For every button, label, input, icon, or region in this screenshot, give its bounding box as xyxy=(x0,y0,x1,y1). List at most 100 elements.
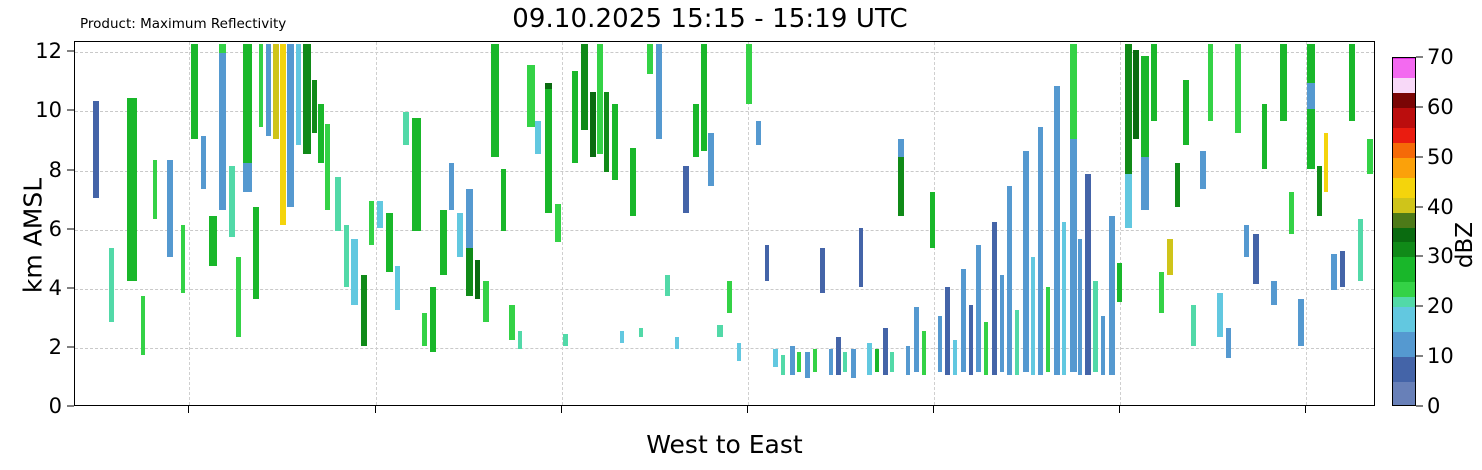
reflectivity-column xyxy=(1158,42,1164,405)
reflectivity-segment xyxy=(674,337,679,349)
reflectivity-segment xyxy=(905,345,910,376)
reflectivity-segment xyxy=(563,334,569,346)
reflectivity-column xyxy=(555,42,562,405)
reflectivity-columns xyxy=(75,42,1374,405)
reflectivity-segment xyxy=(229,165,236,237)
colorbar-tick-label: 10 xyxy=(1427,344,1454,369)
reflectivity-column xyxy=(804,42,810,405)
reflectivity-column xyxy=(1014,42,1019,405)
reflectivity-column xyxy=(656,42,663,405)
colorbar-band xyxy=(1393,197,1415,213)
reflectivity-segment xyxy=(243,44,253,163)
reflectivity-segment xyxy=(889,351,894,373)
reflectivity-column xyxy=(236,42,242,405)
x-tick-mark xyxy=(932,406,934,413)
reflectivity-column xyxy=(280,42,287,405)
reflectivity-column xyxy=(475,42,481,405)
reflectivity-column xyxy=(412,42,422,405)
reflectivity-segment xyxy=(1225,328,1231,358)
reflectivity-column xyxy=(1174,42,1180,405)
colorbar-title: dBZ xyxy=(1452,221,1478,269)
reflectivity-segment xyxy=(545,82,553,89)
reflectivity-column xyxy=(745,42,752,405)
reflectivity-segment xyxy=(344,224,350,287)
reflectivity-segment xyxy=(92,100,99,199)
y-tick-mark xyxy=(67,169,74,171)
reflectivity-column xyxy=(351,42,359,405)
reflectivity-segment xyxy=(236,257,242,338)
reflectivity-segment xyxy=(312,79,318,134)
reflectivity-column xyxy=(563,42,569,405)
reflectivity-column xyxy=(764,42,769,405)
reflectivity-segment xyxy=(1166,239,1173,275)
reflectivity-segment xyxy=(960,269,966,373)
reflectivity-column xyxy=(835,42,841,405)
y-tick-mark xyxy=(67,405,74,407)
reflectivity-segment xyxy=(325,124,331,210)
reflectivity-segment xyxy=(1116,263,1122,302)
reflectivity-segment xyxy=(1279,44,1287,122)
reflectivity-column xyxy=(325,42,331,405)
reflectivity-segment xyxy=(1061,221,1066,376)
y-tick-label: 2 xyxy=(48,334,62,359)
reflectivity-column xyxy=(259,42,264,405)
reflectivity-column xyxy=(422,42,428,405)
reflectivity-column xyxy=(630,42,637,405)
reflectivity-segment xyxy=(466,189,474,249)
reflectivity-column xyxy=(674,42,679,405)
reflectivity-column xyxy=(952,42,957,405)
horizontal-gridline xyxy=(75,170,1374,172)
reflectivity-column xyxy=(850,42,856,405)
reflectivity-column xyxy=(858,42,863,405)
reflectivity-segment xyxy=(1261,103,1267,169)
reflectivity-column xyxy=(191,42,199,405)
y-tick-label: 0 xyxy=(48,394,62,418)
reflectivity-segment xyxy=(430,286,437,352)
reflectivity-segment xyxy=(1199,150,1206,190)
horizontal-gridline xyxy=(75,288,1374,290)
reflectivity-column xyxy=(991,42,997,405)
reflectivity-column xyxy=(403,42,410,405)
reflectivity-column xyxy=(545,42,553,405)
reflectivity-segment xyxy=(842,351,847,373)
reflectivity-segment xyxy=(630,147,637,216)
reflectivity-segment xyxy=(804,351,810,379)
reflectivity-segment xyxy=(1306,82,1315,110)
reflectivity-column xyxy=(1037,42,1043,405)
vertical-gridline xyxy=(1119,42,1121,405)
reflectivity-segment xyxy=(303,44,312,154)
vertical-gridline xyxy=(561,42,563,405)
y-tick-mark xyxy=(67,50,74,52)
reflectivity-segment xyxy=(296,44,302,145)
reflectivity-segment xyxy=(141,295,146,355)
reflectivity-segment xyxy=(683,165,690,213)
reflectivity-segment xyxy=(253,206,260,299)
reflectivity-column xyxy=(1297,42,1304,405)
reflectivity-segment xyxy=(1158,272,1164,314)
reflectivity-column xyxy=(929,42,935,405)
reflectivity-column xyxy=(109,42,115,405)
reflectivity-column xyxy=(1140,42,1149,405)
reflectivity-column xyxy=(755,42,761,405)
reflectivity-segment xyxy=(153,159,158,219)
reflectivity-column xyxy=(1270,42,1277,405)
reflectivity-segment xyxy=(361,274,368,346)
reflectivity-column xyxy=(612,42,619,405)
y-tick-mark xyxy=(67,287,74,289)
reflectivity-segment xyxy=(944,286,950,376)
reflectivity-segment xyxy=(828,348,833,376)
reflectivity-segment xyxy=(850,348,856,379)
reflectivity-column xyxy=(1100,42,1105,405)
colorbar-band xyxy=(1393,297,1415,308)
reflectivity-column xyxy=(1339,42,1346,405)
reflectivity-column xyxy=(287,42,295,405)
reflectivity-segment xyxy=(1100,316,1105,376)
reflectivity-column xyxy=(874,42,879,405)
reflectivity-segment xyxy=(1124,174,1132,228)
reflectivity-segment xyxy=(717,325,724,337)
reflectivity-column xyxy=(430,42,437,405)
reflectivity-column xyxy=(796,42,801,405)
reflectivity-segment xyxy=(403,112,410,145)
reflectivity-column xyxy=(1306,42,1315,405)
colorbar-tick-mark xyxy=(1416,305,1423,307)
